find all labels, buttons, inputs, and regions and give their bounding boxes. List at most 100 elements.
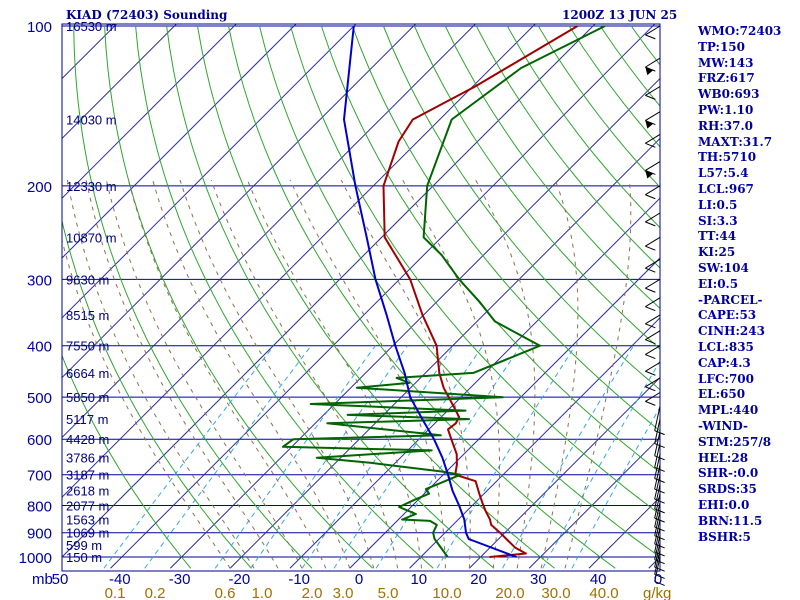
wind-barb (645, 161, 661, 179)
mixing-ratio-line (250, 345, 409, 569)
wind-barb-staff (645, 297, 661, 308)
wind-barb-flag (645, 245, 656, 251)
mixing-ratio-tick-label: 0.6 (215, 585, 236, 600)
wind-barb-flag (654, 455, 665, 461)
wind-barb (654, 406, 665, 436)
wind-barb-flag (654, 466, 665, 472)
dry-adiabat-line (62, 218, 252, 569)
dry-adiabat-line (382, 25, 660, 391)
moist-adiabat-line (179, 179, 375, 569)
mixing-ratio-line (571, 406, 660, 569)
wind-barb-staff (645, 185, 661, 196)
isotherm-line (110, 24, 656, 569)
wind-barb-flag (654, 430, 665, 436)
indices-panel: WMO:72403 TP:150 MW:143 FRZ:617 WB0:693 PW:1.… (698, 24, 798, 545)
temperature-tick-label: 20 (470, 571, 487, 588)
mixing-ratio-line (436, 345, 576, 569)
wind-barb-staff (645, 330, 661, 341)
wind-barb (654, 474, 665, 504)
wind-barb (645, 297, 661, 312)
temperature-tick-label: -10 (288, 571, 310, 588)
wind-barb-staff (654, 474, 661, 500)
temperature-tick-label: -30 (169, 571, 191, 588)
wind-barb-flag (645, 194, 656, 200)
wind-barb-flag (654, 551, 665, 557)
wind-barb-staff (654, 442, 661, 468)
wind-barb (645, 392, 661, 406)
isotherm-line (289, 197, 660, 569)
mixing-ratio-line (214, 345, 376, 569)
index-item: SHR-:0.0 (698, 466, 759, 481)
moist-adiabat-line (66, 179, 255, 569)
wind-barb-staff (645, 377, 661, 388)
dry-adiabat-line (104, 25, 374, 569)
isotherm-line (468, 376, 660, 569)
wind-barb (654, 542, 665, 572)
height-label: 1069 m (66, 526, 109, 541)
temperature-trace (382, 25, 579, 558)
wind-barb (654, 519, 665, 549)
temperature-tick-label: 0 (355, 571, 363, 588)
index-item: LI:0.5 (698, 197, 738, 212)
index-item: HEL:28 (698, 450, 749, 465)
mixing-ratio-tick-label: 0.1 (105, 585, 126, 600)
isotherm-line (0, 14, 67, 568)
isotherm-line (169, 77, 660, 569)
wind-barb-staff (654, 502, 661, 528)
wind-barb-staff (645, 161, 661, 171)
mixing-ratio-line (333, 345, 484, 569)
wind-barb-staff (645, 133, 661, 144)
index-item: TP:150 (698, 39, 746, 54)
pressure-tick-label: 400 (27, 339, 52, 356)
index-item: EHI:0.0 (698, 497, 750, 512)
wind-barb-pennant (645, 67, 654, 76)
mixing-ratio-tick-label: 40.0 (589, 585, 618, 600)
wind-barb (645, 377, 661, 392)
wind-barb-staff (654, 453, 661, 479)
height-label: 14030 m (66, 113, 117, 128)
index-item: LCL:967 (698, 181, 754, 196)
temperature-tick-label: -20 (229, 571, 251, 588)
chart-time: 1200Z 13 JUN 25 (562, 8, 678, 22)
temperature-tick-label: 30 (530, 571, 547, 588)
pressure-unit-label: mb (32, 571, 53, 588)
mixing-ratio-tick-label: 0.2 (145, 585, 166, 600)
index-item: MAXT:31.7 (698, 134, 773, 149)
index-item: STM:257/8 (698, 434, 772, 449)
mixing-ratio-tick-label: 10.0 (432, 585, 461, 600)
wind-barb-staff (654, 484, 661, 509)
wind-barb-staff (654, 511, 661, 536)
index-item: -PARCEL- (698, 292, 763, 307)
isotherm-line (62, 24, 178, 140)
height-label: 16530 m (66, 19, 117, 34)
moist-adiabat-line (127, 179, 327, 569)
wind-barb-staff (645, 212, 661, 223)
chart-title: KIAD (72403) Sounding (66, 8, 228, 22)
wind-barb (645, 111, 661, 129)
wind-barb-flag (645, 323, 656, 329)
index-item: BRN:11.5 (698, 513, 763, 528)
wind-barb-staff (645, 86, 661, 96)
wind-barb-flag (654, 508, 665, 514)
wind-barb-staff (645, 25, 661, 36)
wind-barb-flag (654, 566, 665, 572)
plot-frame (61, 23, 661, 572)
height-label: 10870 m (66, 230, 117, 245)
dry-adiabat-line (228, 25, 616, 569)
mixing-ratio-line (375, 345, 522, 569)
index-item: EL:650 (698, 387, 746, 402)
wind-barb-staff (645, 258, 661, 269)
wind-barb-flag (654, 535, 665, 541)
index-item: MW:143 (698, 55, 754, 70)
moist-adiabat-line (540, 179, 579, 569)
temperature-tick-label: 50 (52, 571, 69, 588)
wind-barb (645, 345, 661, 360)
index-item: WB0:693 (698, 87, 760, 102)
wind-barb-staff (654, 542, 661, 568)
moist-adiabat-line (85, 179, 279, 569)
height-label: 6664 m (66, 366, 109, 381)
wind-barb (645, 133, 661, 148)
mixing-ratio-tick-label: 20.0 (495, 585, 524, 600)
wind-barb (645, 258, 661, 273)
index-item: MPL:440 (698, 403, 759, 418)
